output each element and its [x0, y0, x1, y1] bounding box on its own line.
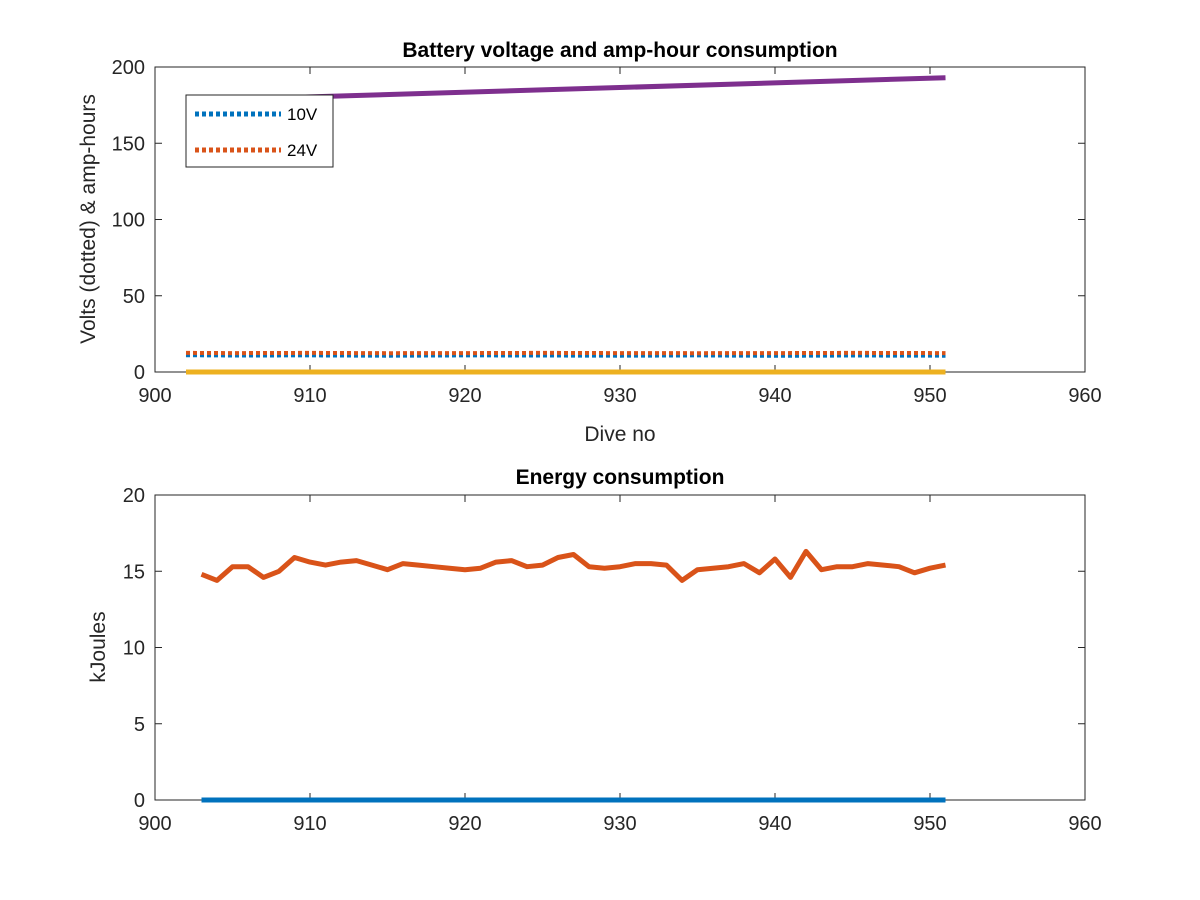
y-tick-label: 200: [112, 57, 145, 79]
legend-box: [185, 94, 334, 168]
legend: 10V 24V: [185, 94, 334, 168]
y-tick-label: 50: [123, 286, 145, 308]
y-tick-label: 100: [112, 210, 145, 232]
x-tick-label: 960: [1068, 813, 1101, 835]
x-tick-label: 900: [138, 385, 171, 407]
y-tick-label: 0: [134, 362, 145, 384]
legend-entry: 24V: [287, 141, 318, 160]
x-tick-label: 950: [913, 385, 946, 407]
x-tick-label: 920: [448, 385, 481, 407]
y-axis-label: kJoules: [87, 611, 110, 682]
y-tick-label: 5: [134, 714, 145, 736]
x-axis-label: Dive no: [584, 423, 655, 446]
x-tick-label: 910: [293, 385, 326, 407]
x-tick-label: 930: [603, 813, 636, 835]
y-tick-label: 150: [112, 133, 145, 155]
x-tick-label: 960: [1068, 385, 1101, 407]
y-tick-label: 15: [123, 561, 145, 583]
y-tick-label: 20: [123, 485, 145, 507]
x-tick-label: 930: [603, 385, 636, 407]
energy-consumption-plot: Energy consumption kJoules 900 910 920 930 9…: [87, 466, 1102, 835]
y-tick-label: 10: [123, 638, 145, 660]
y-tick-label: 0: [134, 790, 145, 812]
x-tick-label: 900: [138, 813, 171, 835]
x-tick-label: 940: [758, 385, 791, 407]
series-line-1-1: [200, 548, 946, 583]
plot-title: Battery voltage and amp-hour consumption: [402, 39, 837, 62]
plot-title: Energy consumption: [516, 466, 725, 489]
x-tick-label: 910: [293, 813, 326, 835]
x-tick-label: 920: [448, 813, 481, 835]
x-tick-label: 940: [758, 813, 791, 835]
x-tick-label: 950: [913, 813, 946, 835]
y-axis-label: Volts (dotted) & amp-hours: [77, 94, 100, 344]
legend-entry: 10V: [287, 105, 318, 124]
series-line-10v: [185, 353, 946, 358]
battery-voltage-plot: Battery voltage and amp-hour consumption…: [77, 39, 1102, 446]
plot-area: [154, 494, 1086, 801]
